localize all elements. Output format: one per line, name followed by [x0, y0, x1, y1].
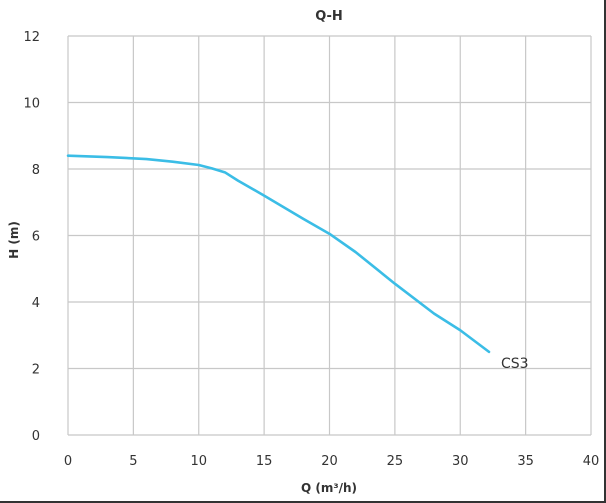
x-tick-label: 10: [190, 454, 207, 469]
plot-series: CS3: [66, 154, 529, 372]
series-line-cs3: [66, 154, 491, 354]
series-label: CS3: [501, 356, 529, 372]
chart-title: Q-H: [315, 9, 343, 24]
y-tick-label: 8: [32, 163, 40, 178]
grid: [67, 35, 592, 436]
y-tick-label: 6: [32, 230, 40, 245]
x-tick-label: 40: [583, 454, 600, 469]
x-tick-label: 25: [387, 454, 404, 469]
tick-labels: 0 5 10 15 20 25 30 35 40 0 2 4 6 8 10 12: [23, 30, 599, 469]
x-tick-label: 5: [129, 454, 137, 469]
x-tick-label: 20: [321, 454, 338, 469]
x-axis-label: Q (m³/h): [301, 481, 357, 495]
y-tick-label: 2: [32, 363, 40, 378]
y-tick-label: 0: [32, 429, 40, 444]
y-axis-label: H (m): [7, 221, 21, 259]
x-tick-label: 15: [256, 454, 273, 469]
x-tick-label: 30: [452, 454, 469, 469]
y-tick-label: 12: [23, 30, 40, 45]
x-tick-label: 35: [517, 454, 534, 469]
x-tick-label: 0: [64, 454, 72, 469]
y-tick-label: 10: [23, 97, 40, 112]
y-tick-label: 4: [32, 296, 40, 311]
